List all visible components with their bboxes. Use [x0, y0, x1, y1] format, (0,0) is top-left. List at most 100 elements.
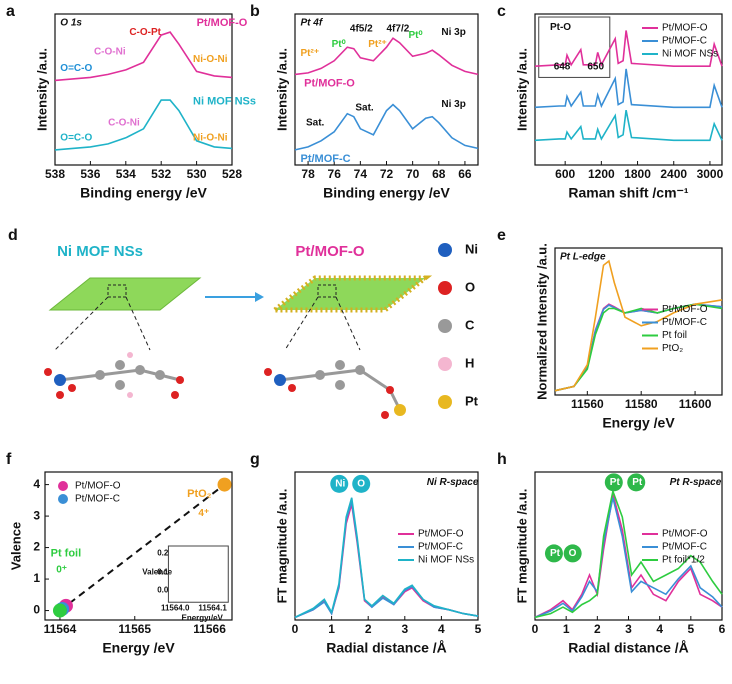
series-line — [534, 30, 723, 67]
plot-frame — [554, 247, 723, 396]
x-axis-label: Energy /eV — [602, 415, 675, 431]
legend-label: Pt/MOF-C — [662, 317, 707, 328]
series-label: Pt/MOF-O — [197, 17, 248, 29]
zoom-line — [54, 296, 109, 351]
legend-label: Pt/MOF-O — [662, 304, 708, 315]
y-tick-label: 0 — [33, 603, 40, 617]
atom-label: Ni — [465, 241, 478, 256]
legend-label: Pt foil — [662, 330, 687, 341]
x-tick-label: 70 — [406, 167, 420, 181]
molecule — [59, 368, 402, 411]
atom-badge — [544, 544, 563, 563]
x-tick-label: 66 — [458, 167, 472, 181]
annotation: C-O-Ni — [94, 46, 126, 57]
panel-label: h — [497, 451, 507, 468]
atom-swatch — [438, 357, 452, 371]
series-line — [54, 31, 233, 82]
annotation: Pt — [632, 477, 643, 488]
panel-label: b — [250, 3, 260, 20]
legend-label: Pt foil*1/2 — [662, 555, 705, 566]
inset-frame — [167, 545, 229, 603]
point — [217, 477, 232, 492]
sheet — [267, 275, 433, 313]
annotation: C-O-Ni — [108, 117, 140, 128]
annotation: 4⁺ — [198, 508, 209, 519]
y-axis-label: Normalized Intensity /a.u. — [534, 243, 549, 400]
panel-label: c — [497, 3, 506, 20]
x-tick-label: 1200 — [588, 167, 615, 181]
atom-badge — [563, 544, 582, 563]
y-axis-label: FT magnitude /a.u. — [514, 489, 529, 604]
atom-badge — [604, 473, 623, 492]
annotation: 650 — [587, 61, 604, 72]
y-tick-label: 4 — [33, 477, 40, 491]
annotation: 0.0 — [157, 586, 169, 595]
annotation: Pt 4f — [300, 18, 323, 29]
annotation: Sat. — [355, 102, 374, 113]
annotation: Pt L-edge — [560, 251, 606, 262]
atom-legend: Ni O C H Pt — [438, 241, 479, 409]
annotation: Ni 3p — [441, 99, 465, 110]
series-line — [294, 37, 479, 76]
legend-label: Pt/MOF-O — [662, 529, 708, 540]
annotation: 0.2 — [157, 549, 169, 558]
chart: a 538 536 534 532 530 528 Binding energy /eV Int… — [6, 3, 256, 200]
chart: h 0 1 2 3 4 5 6 Radial distance /Å FT magnitude /… — [497, 451, 726, 655]
annotation: Pt⁰ — [332, 39, 346, 50]
annotation: Ni — [335, 478, 345, 489]
series-label: Pt/MOF-O — [304, 77, 355, 89]
trend-line — [59, 483, 226, 612]
annotation: 0⁺ — [56, 564, 67, 575]
legend-swatch — [58, 494, 68, 504]
series-label: Pt foil — [51, 547, 82, 559]
atom-swatch — [438, 243, 452, 257]
panel-label: f — [6, 451, 12, 468]
y-axis-label: Intensity /a.u. — [514, 48, 529, 131]
atom-label: Pt — [465, 393, 479, 408]
annotation: Pt⁰ — [408, 30, 422, 41]
annotation: C-O-Pt — [129, 27, 161, 38]
series-line — [554, 259, 723, 392]
annotation: Ni-O-Ni — [193, 132, 228, 143]
annotation: Pt²⁺ — [300, 48, 319, 59]
plot-frame — [294, 471, 479, 621]
x-tick-label: 4 — [656, 622, 663, 636]
y-axis-label: FT magnitude /a.u. — [274, 489, 289, 604]
x-tick-label: 3 — [401, 622, 408, 636]
annotation: 0.1 — [157, 568, 169, 577]
x-tick-label: 538 — [45, 167, 65, 181]
plot-frame — [44, 471, 233, 621]
arrow-head — [255, 292, 264, 302]
x-tick-label: 11566 — [193, 622, 226, 636]
legend-label: Pt/MOF-C — [662, 36, 707, 47]
x-axis-label: Binding energy /eV — [323, 185, 450, 201]
legend-label: Pt/MOF-O — [418, 529, 464, 540]
x-tick-label: 600 — [555, 167, 575, 181]
series-line — [294, 103, 479, 151]
x-tick-label: 5 — [687, 622, 694, 636]
annotation: 4f7/2 — [387, 24, 410, 35]
x-tick-label: 3 — [625, 622, 632, 636]
annotation: Pt-O — [550, 22, 571, 33]
chart: b 78 76 74 72 70 68 66 Binding energy /eV Intensi… — [250, 3, 479, 201]
series-line — [534, 68, 723, 109]
sheet — [48, 277, 202, 311]
x-tick-label: 11565 — [118, 622, 151, 636]
y-tick-label: 2 — [33, 540, 40, 554]
annotation: Pt²⁺ — [368, 39, 387, 50]
legend-label: Pt/MOF-C — [75, 494, 120, 505]
chart: f 11564 11565 11566 0 1 2 3 4 Energy /eV Valence Pt… — [6, 451, 233, 656]
legend-label: Ni MOF NSs — [662, 49, 718, 60]
series-line — [534, 109, 723, 142]
y-tick-label: 3 — [33, 508, 40, 522]
x-tick-label: 11600 — [679, 397, 712, 411]
legend-label: Pt/MOF-O — [75, 481, 121, 492]
x-axis-label: Raman shift /cm⁻¹ — [568, 185, 689, 201]
x-tick-label: 11580 — [625, 397, 658, 411]
x-tick-label: 6 — [719, 622, 726, 636]
chart: c 600 1200 1800 2400 3000 Raman shift /cm⁻¹ Int… — [497, 3, 724, 200]
series-label: Ni MOF NSs — [193, 95, 256, 107]
x-tick-label: 11564 — [44, 622, 77, 636]
diagram-title: Ni MOF NSs — [57, 243, 143, 260]
atom-swatch — [438, 395, 452, 409]
